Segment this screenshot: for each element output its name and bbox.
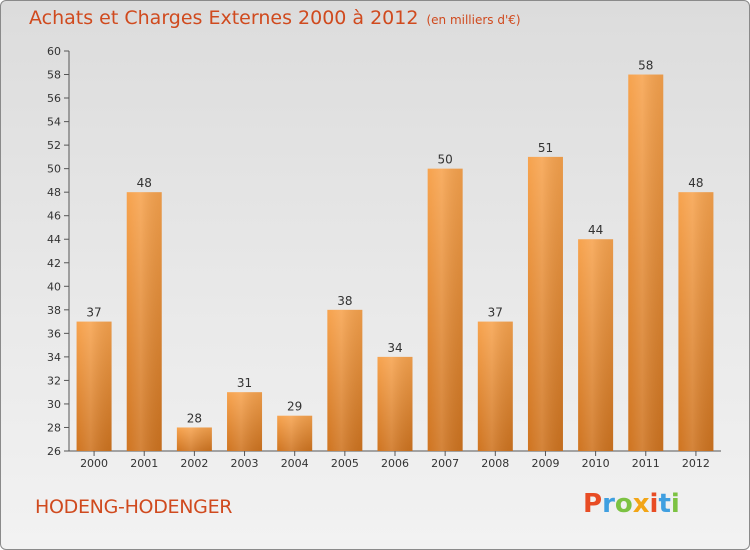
x-tick-label: 2001 xyxy=(130,457,158,470)
logo-letter: P xyxy=(583,489,603,519)
bar-shade xyxy=(176,427,212,451)
title-text: Achats et Charges Externes 2000 à 2012 xyxy=(29,7,419,29)
y-tick-label: 42 xyxy=(47,257,61,270)
x-tick-label: 2003 xyxy=(231,457,259,470)
x-tick-label: 2006 xyxy=(381,457,409,470)
bar-shade xyxy=(628,74,664,451)
x-tick-label: 2008 xyxy=(481,457,509,470)
bar-shade xyxy=(578,239,614,451)
x-tick-label: 2007 xyxy=(431,457,459,470)
y-tick-label: 54 xyxy=(47,116,61,129)
logo-letter: r xyxy=(602,489,615,519)
bar-value-label: 34 xyxy=(387,341,402,355)
x-tick-label: 2011 xyxy=(632,457,660,470)
bar-value-label: 37 xyxy=(86,306,101,320)
bar-shade xyxy=(377,356,413,451)
commune-name: HODENG-HODENGER xyxy=(35,496,233,518)
bar-value-label: 28 xyxy=(187,411,202,425)
bar-value-label: 51 xyxy=(538,141,553,155)
x-tick-label: 2009 xyxy=(531,457,559,470)
y-tick-label: 40 xyxy=(47,280,61,293)
x-tick-label: 2002 xyxy=(180,457,208,470)
bar-value-label: 48 xyxy=(137,176,152,190)
bar-value-label: 29 xyxy=(287,400,302,414)
proxiti-logo: Proxiti xyxy=(583,489,680,519)
bar-value-label: 38 xyxy=(337,294,352,308)
y-tick-label: 44 xyxy=(47,233,61,246)
bar-shade xyxy=(527,156,563,451)
y-tick-label: 52 xyxy=(47,139,61,152)
bar-shade xyxy=(327,309,363,451)
x-tick-label: 2000 xyxy=(80,457,108,470)
x-tick-label: 2004 xyxy=(281,457,309,470)
bar-value-label: 44 xyxy=(588,223,603,237)
y-tick-label: 50 xyxy=(47,163,61,176)
chart-title: Achats et Charges Externes 2000 à 2012 (e… xyxy=(29,7,521,29)
y-tick-label: 36 xyxy=(47,327,61,340)
y-tick-label: 48 xyxy=(47,186,61,199)
y-tick-label: 28 xyxy=(47,421,61,434)
y-tick-label: 46 xyxy=(47,210,61,223)
bar-shade xyxy=(227,392,263,451)
y-tick-label: 56 xyxy=(47,92,61,105)
bar-value-label: 37 xyxy=(488,306,503,320)
bar-value-label: 58 xyxy=(638,59,653,73)
bar-shade xyxy=(678,192,714,452)
x-tick-label: 2005 xyxy=(331,457,359,470)
logo-letter: t xyxy=(658,489,671,519)
logo-letter: i xyxy=(649,489,659,519)
y-tick-label: 38 xyxy=(47,304,61,317)
bar-shade xyxy=(277,415,313,451)
chart-subtitle: (en milliers d'€) xyxy=(426,13,521,27)
bar-shade xyxy=(76,321,112,451)
logo-letter: o xyxy=(614,489,633,519)
bar-shade xyxy=(477,321,513,451)
x-tick-label: 2012 xyxy=(682,457,710,470)
y-tick-label: 58 xyxy=(47,69,61,82)
y-tick-label: 34 xyxy=(47,351,61,364)
x-tick-label: 2010 xyxy=(582,457,610,470)
bar-value-label: 50 xyxy=(438,153,453,167)
bar-shade xyxy=(126,192,162,452)
y-tick-label: 32 xyxy=(47,374,61,387)
logo-letter: x xyxy=(632,489,650,519)
y-tick-label: 30 xyxy=(47,398,61,411)
bar-shade xyxy=(427,168,463,451)
bar-value-label: 31 xyxy=(237,376,252,390)
bar-value-label: 48 xyxy=(688,176,703,190)
y-tick-label: 26 xyxy=(47,445,61,458)
y-tick-label: 60 xyxy=(47,45,61,58)
logo-letter: i xyxy=(670,489,680,519)
